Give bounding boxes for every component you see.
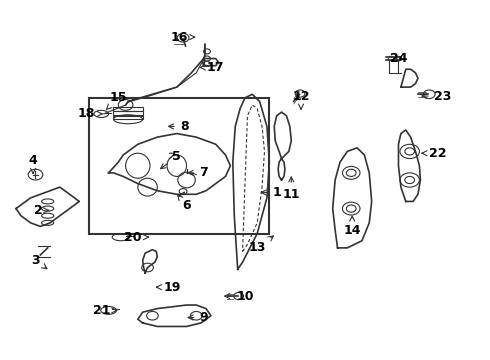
- Text: 8: 8: [169, 120, 189, 133]
- Text: 5: 5: [161, 150, 181, 169]
- Text: 18: 18: [78, 107, 102, 120]
- Text: 4: 4: [29, 154, 37, 174]
- Text: 9: 9: [188, 311, 208, 324]
- Bar: [114, 111, 143, 115]
- Text: 24: 24: [390, 52, 407, 65]
- Text: 14: 14: [343, 216, 361, 237]
- Bar: [114, 116, 143, 119]
- Text: 10: 10: [224, 289, 254, 303]
- Text: 12: 12: [292, 90, 310, 109]
- Bar: [89, 98, 270, 234]
- Text: 22: 22: [422, 147, 446, 160]
- Text: 21: 21: [93, 304, 117, 317]
- Text: 1: 1: [261, 186, 281, 199]
- Text: 15: 15: [106, 91, 127, 109]
- Text: 17: 17: [200, 61, 224, 74]
- Bar: [114, 107, 143, 111]
- Text: 16: 16: [171, 31, 195, 44]
- Text: 6: 6: [177, 195, 191, 212]
- Text: 13: 13: [248, 236, 273, 255]
- Text: 2: 2: [33, 204, 49, 217]
- Text: 20: 20: [124, 231, 148, 244]
- Text: 3: 3: [31, 254, 47, 269]
- Text: 11: 11: [283, 177, 300, 201]
- Text: 19: 19: [156, 281, 181, 294]
- Text: 7: 7: [188, 166, 208, 179]
- Text: 23: 23: [422, 90, 451, 103]
